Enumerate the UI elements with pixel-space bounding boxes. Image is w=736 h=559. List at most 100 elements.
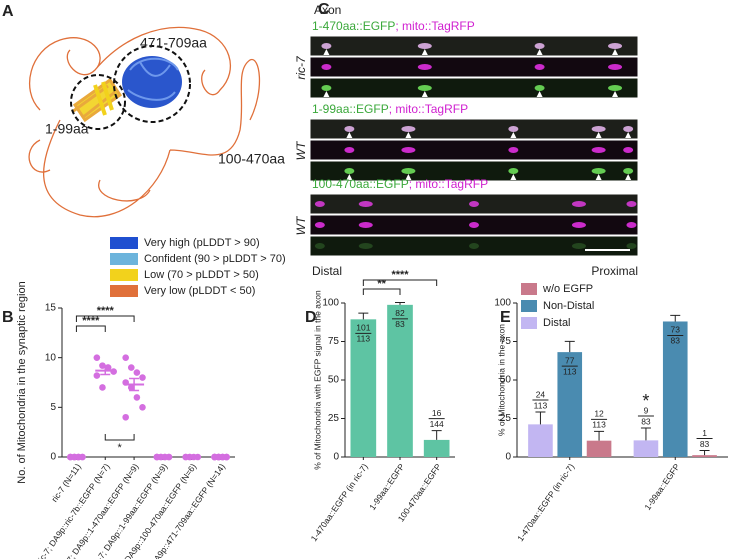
significance-label: * (118, 442, 123, 454)
mitochondrion-spot (608, 64, 623, 70)
bar (387, 304, 413, 457)
y-axis-label: % of Mitochondria in the axon (496, 324, 506, 436)
arrowhead (421, 91, 428, 97)
domain-label: 100-470aa (218, 151, 285, 167)
micrograph-strip (309, 160, 639, 182)
fraction-denominator: 83 (395, 319, 405, 329)
data-point (133, 369, 141, 376)
protein-structure (28, 26, 261, 218)
mitochondrion-spot (344, 126, 355, 132)
mitochondrion-spot (508, 126, 519, 132)
mitochondrion-spot (623, 168, 634, 174)
egfp-label: 100-470aa::EGFP (312, 177, 409, 191)
data-point (75, 453, 82, 461)
bar (528, 424, 553, 457)
significance-bracket (75, 315, 135, 322)
error-bar (100, 365, 111, 376)
mitochondrion-spot (321, 85, 332, 91)
error-bar (670, 314, 681, 322)
data-point (127, 384, 135, 391)
legend-swatch (521, 300, 537, 312)
genotype-label: WT (294, 140, 308, 160)
data-point (133, 394, 141, 401)
significance-bracket (362, 288, 401, 295)
y-tick-label: 15 (45, 303, 57, 314)
arrowhead (323, 91, 330, 97)
x-tick-label: 1-99aa::EGFP (642, 461, 682, 512)
arrowhead (405, 132, 412, 138)
significance-bracket (104, 434, 135, 441)
mitochondrion-spot (571, 222, 586, 228)
arrowhead (625, 174, 632, 180)
y-tick-label: 50 (500, 375, 512, 386)
fraction-numerator: 77 (565, 355, 575, 365)
block-header: 1-470aa::EGFP; mito::TagRFP (312, 19, 475, 33)
significance-label: ** (377, 278, 386, 290)
data-point (215, 453, 222, 461)
mitochondrion-spot (608, 43, 623, 49)
mitochondrion-spot (344, 147, 355, 153)
significance-label: **** (391, 269, 409, 281)
mitochondrion-spot (534, 64, 545, 70)
mitochondrion-spot (508, 168, 519, 174)
y-tick-label: 5 (50, 402, 56, 413)
panel-letter: D (305, 309, 317, 326)
mitochondrion-spot (321, 64, 332, 70)
egfp-label: 1-470aa::EGFP (312, 19, 395, 33)
mitochondrion-spot (401, 147, 416, 153)
legend-label: Very low (pLDDT < 50) (144, 285, 255, 297)
y-tick-label: 0 (50, 452, 56, 463)
data-point (122, 354, 129, 361)
mitochondrion-spot (626, 201, 637, 207)
y-tick-label: 10 (45, 352, 57, 363)
bar (557, 352, 583, 457)
y-tick-label: 75 (328, 336, 340, 347)
arrowhead (536, 91, 543, 97)
data-point (99, 384, 106, 391)
y-tick-label: 0 (333, 452, 339, 463)
arrowhead (595, 174, 602, 180)
mitochondrion-spot (623, 126, 634, 132)
domain-label: 1-99aa (45, 121, 89, 137)
mitochondrion-spot (591, 126, 606, 132)
fraction-denominator: 113 (592, 420, 606, 430)
mitochondrion-spot (321, 43, 332, 49)
arrowhead (510, 132, 517, 138)
arrowhead (625, 132, 632, 138)
mitochondrion-spot (314, 201, 325, 207)
micrograph-strip (309, 77, 639, 99)
mitochondrion-spot (508, 147, 519, 153)
y-axis-label: No. of Mitochondria in the synaptic regi… (16, 281, 28, 483)
y-tick-label: 100 (322, 298, 339, 309)
significance-label: **** (97, 305, 115, 317)
arrowhead (595, 132, 602, 138)
mitochondrion-spot (401, 168, 416, 174)
genotype-label: ric-7 (294, 55, 308, 80)
error-bar (129, 377, 140, 392)
micrograph-strip (309, 139, 639, 161)
mitochondrion-spot (626, 243, 637, 249)
fraction-numerator: 1 (702, 428, 707, 438)
y-tick-label: 75 (500, 336, 512, 347)
x-tick-label: 1-99aa::EGFP (367, 461, 407, 512)
y-tick-label: 25 (328, 413, 340, 424)
x-tick-label: 1-470aa::EGFP (in ric-7) (515, 462, 576, 544)
mitochondrion-spot (417, 85, 432, 91)
micrograph-strip (309, 118, 639, 140)
mitochondrion-spot (417, 64, 432, 70)
legend-label: Non-Distal (543, 300, 594, 312)
block-header: 1-99aa::EGFP; mito::TagRFP (312, 102, 468, 116)
mitochondrion-spot (358, 243, 373, 249)
error-bar (699, 450, 710, 456)
error-bar (594, 430, 605, 441)
rfp-label: ; mito::TagRFP (395, 19, 474, 33)
mitochondrion-spot (314, 222, 325, 228)
data-point (139, 404, 146, 411)
legend-swatch (110, 237, 138, 249)
arrowhead (510, 174, 517, 180)
mitochondrion-spot (358, 222, 373, 228)
legend-swatch (110, 269, 138, 281)
bar (692, 455, 717, 457)
mitochondrion-spot (469, 201, 479, 207)
